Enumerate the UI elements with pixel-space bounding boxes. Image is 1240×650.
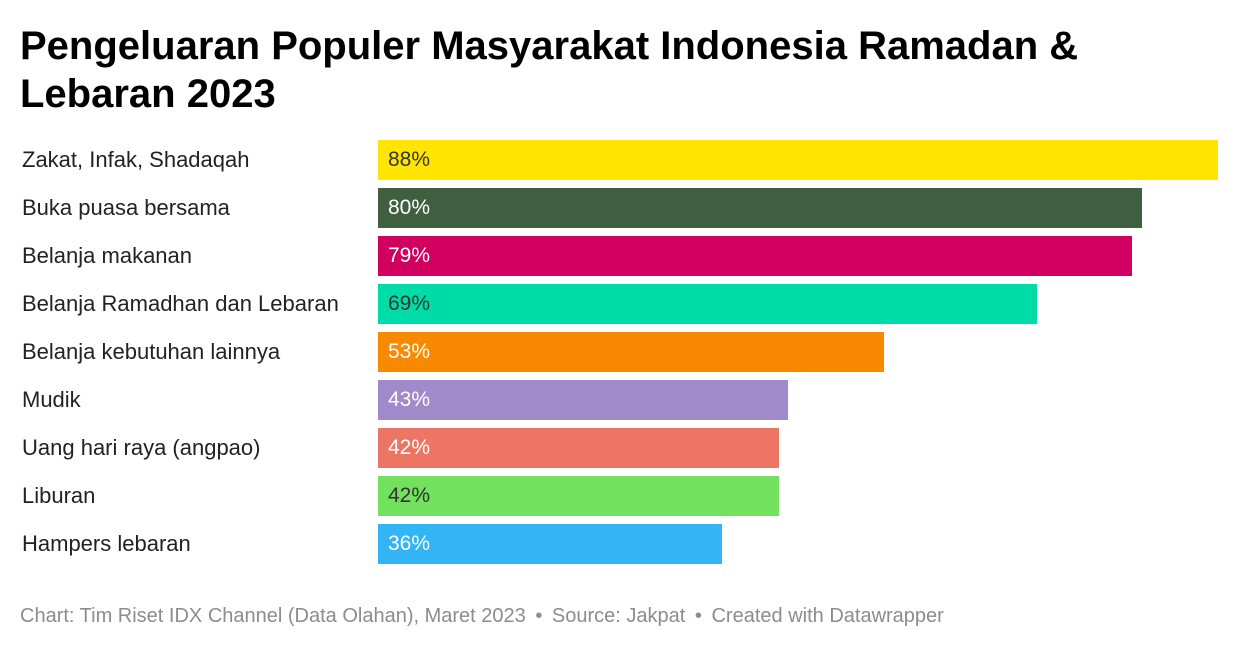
bar-value-label: 53% [388,340,431,363]
category-label: Hampers lebaran [22,531,191,556]
chart-title: Pengeluaran Populer Masyarakat Indonesia… [20,24,1079,116]
bar-value-label: 79% [388,244,431,267]
category-label: Belanja Ramadhan dan Lebaran [22,291,339,316]
category-label: Mudik [22,387,81,412]
bar[interactable]: 80% [378,188,1142,228]
bar-value-label: 43% [388,388,431,411]
category-label: Belanja kebutuhan lainnya [22,339,281,364]
bar-value-label: 80% [388,196,431,219]
chart-source: Source: Jakpat [551,605,686,627]
chart-credit: Chart: Tim Riset IDX Channel (Data Olaha… [20,605,526,627]
bar[interactable]: 36% [378,524,722,564]
bar[interactable]: 42% [378,476,779,516]
bar-value-label: 42% [388,436,431,459]
category-label: Buka puasa bersama [22,195,230,220]
footer-separator: • [694,605,702,627]
bar[interactable]: 43% [378,380,788,420]
chart-footer: Chart: Tim Riset IDX Channel (Data Olaha… [20,603,944,629]
category-label: Uang hari raya (angpao) [22,435,261,460]
bar-value-label: 36% [388,532,431,555]
bar[interactable]: 79% [378,236,1132,276]
category-label: Belanja makanan [22,243,193,268]
category-label: Zakat, Infak, Shadaqah [22,147,250,172]
bar[interactable]: 42% [378,428,779,468]
bar[interactable]: 69% [378,284,1037,324]
datawrapper-credit[interactable]: Created with Datawrapper [711,605,944,627]
bar-value-label: 69% [388,292,431,315]
bar[interactable]: 53% [378,332,884,372]
category-label: Liburan [22,483,96,508]
bar-value-label: 42% [388,484,431,507]
bar[interactable]: 88% [378,140,1218,180]
footer-separator: • [535,605,543,627]
bar-value-label: 88% [388,148,431,171]
